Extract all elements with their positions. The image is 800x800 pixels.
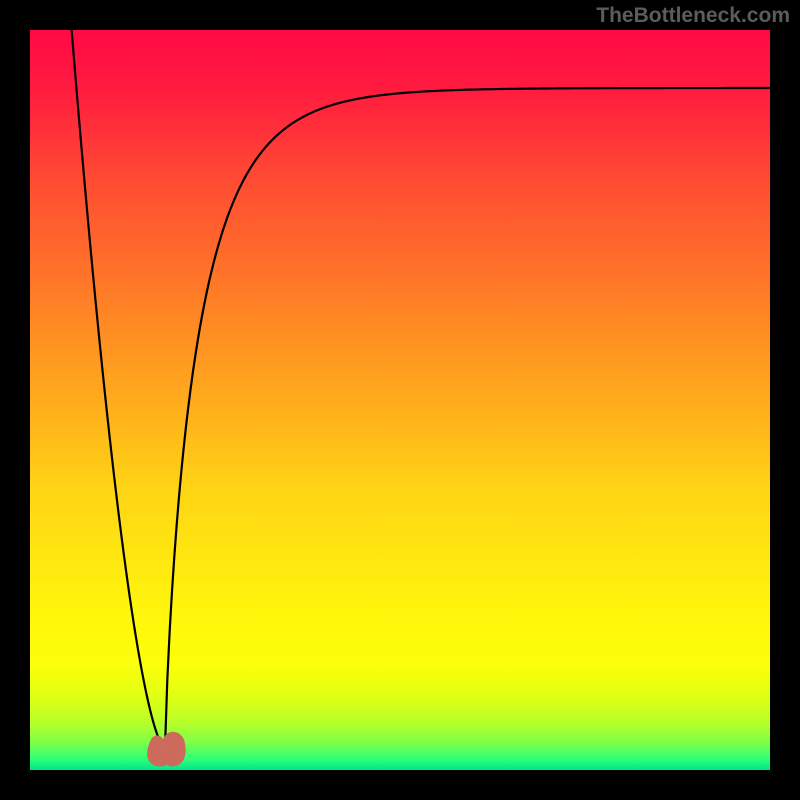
annotation-squiggle: [154, 738, 180, 760]
plot-background: [30, 30, 770, 770]
chart-svg: [0, 0, 800, 800]
watermark-label: TheBottleneck.com: [596, 4, 790, 28]
chart-container: TheBottleneck.com: [0, 0, 800, 800]
